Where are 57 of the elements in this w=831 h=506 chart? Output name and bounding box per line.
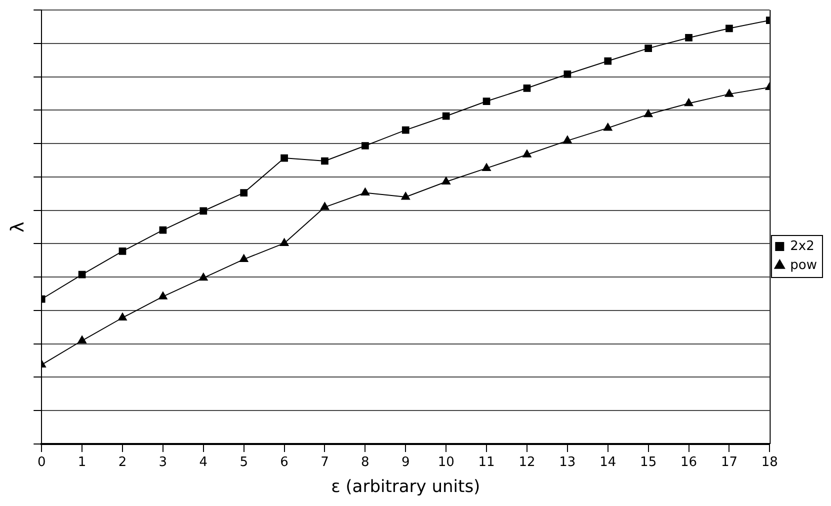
point [158, 292, 168, 300]
y-axis-title: λ [7, 221, 28, 232]
point [118, 312, 127, 320]
point [522, 150, 532, 158]
point [239, 254, 248, 262]
point [78, 270, 86, 278]
x-tick-label: 18 [761, 455, 778, 470]
x-tick-label: 7 [320, 455, 329, 470]
x-tick-label: 0 [37, 455, 46, 470]
x-tick-label: 11 [478, 455, 495, 470]
legend-label: pow [790, 258, 818, 273]
point [482, 98, 490, 105]
x-tick-label: 8 [361, 455, 370, 470]
point [362, 142, 369, 150]
x-tick-label: 4 [199, 455, 208, 470]
x-tick-label: 2 [118, 455, 127, 470]
x-tick-label: 1 [78, 455, 86, 470]
point [280, 238, 289, 246]
legend-label: 2x2 [790, 238, 814, 254]
point [604, 57, 612, 65]
point [118, 248, 126, 255]
point [563, 136, 572, 144]
point [280, 154, 288, 162]
x-axis-title: ε (arbitrary units) [331, 477, 480, 498]
x-tick-label: 14 [600, 455, 616, 470]
point [685, 34, 692, 42]
point [200, 207, 208, 215]
point [401, 192, 410, 200]
point [402, 126, 410, 134]
point [360, 188, 370, 196]
point [644, 44, 652, 52]
point [724, 89, 734, 97]
point [159, 226, 167, 234]
point [684, 98, 694, 106]
x-tick-label: 16 [680, 455, 698, 470]
x-tick-label: 9 [401, 455, 410, 470]
point [442, 112, 450, 120]
x-tick-label: 3 [158, 455, 168, 470]
point [78, 336, 86, 344]
point [320, 202, 330, 210]
x-tick-label: 5 [240, 455, 248, 470]
point [564, 70, 572, 78]
x-tick-label: 10 [438, 455, 454, 470]
x-tick-label: 6 [280, 455, 288, 470]
point [442, 176, 450, 185]
point [198, 272, 208, 281]
x-tick-label: 17 [720, 455, 738, 470]
point [240, 189, 248, 196]
x-tick-label: 13 [559, 455, 576, 470]
point [726, 24, 733, 32]
point [603, 122, 612, 131]
point [321, 157, 328, 165]
point [644, 109, 653, 118]
x-tick-label: 15 [640, 455, 657, 470]
point [482, 163, 491, 171]
point [523, 84, 531, 92]
x-tick-label: 12 [518, 455, 536, 470]
